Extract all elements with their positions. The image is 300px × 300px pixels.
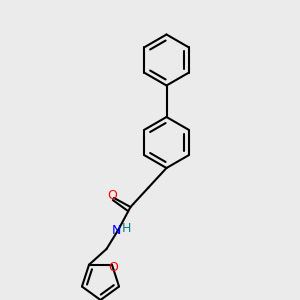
Text: O: O bbox=[108, 189, 117, 202]
Text: N: N bbox=[111, 224, 121, 238]
Text: O: O bbox=[109, 261, 118, 274]
Text: H: H bbox=[122, 221, 132, 235]
